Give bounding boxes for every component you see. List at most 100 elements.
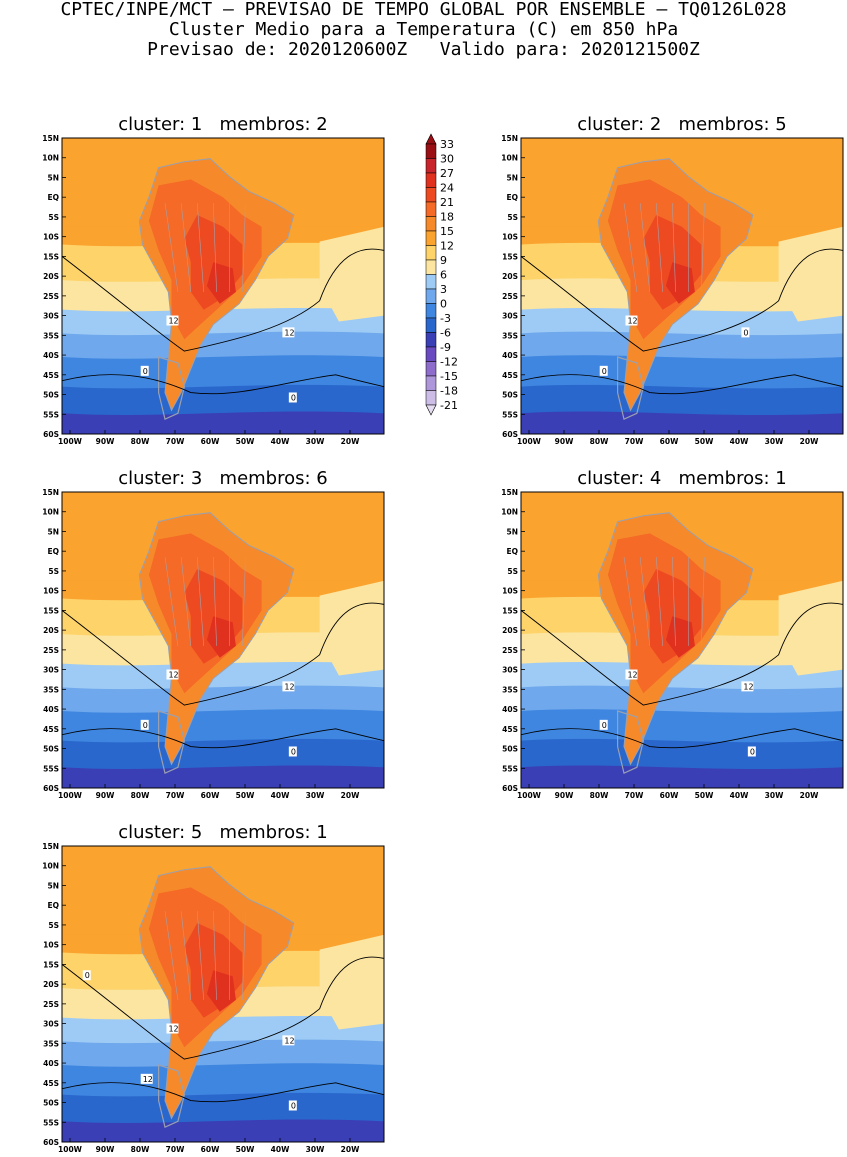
contour-label: 12 [627, 671, 637, 680]
colorbar-label: 18 [440, 211, 454, 224]
temperature-field: 12 12 12 0 0 [62, 846, 384, 1142]
colorbar-label: 15 [440, 225, 454, 238]
political-border [164, 557, 179, 646]
lat-label: 45S [43, 1079, 59, 1088]
lon-label: 100W [58, 1145, 83, 1154]
coastline [157, 1064, 186, 1129]
lat-label: 50S [502, 391, 518, 400]
coastline [138, 866, 295, 1120]
political-border [701, 203, 705, 292]
lat-label: 20S [43, 272, 59, 281]
lon-label: 90W [555, 437, 574, 446]
lat-label: EQ [48, 901, 60, 910]
lon-label: 30W [765, 791, 784, 800]
lon-label: 80W [131, 1145, 150, 1154]
lat-label: 25S [502, 646, 518, 655]
lon-label: 90W [96, 437, 115, 446]
colorbar-swatch [425, 303, 437, 319]
lat-label: 25S [43, 292, 59, 301]
lat-label: 15N [42, 134, 59, 143]
colorbar-swatch [425, 361, 437, 377]
coastline [597, 158, 754, 412]
lon-label: 60W [660, 437, 679, 446]
temperature-band [62, 411, 384, 434]
contour-label-bg [166, 669, 179, 680]
political-border [180, 203, 192, 292]
contour-label: 0 [143, 721, 148, 730]
lat-label: 50S [43, 391, 59, 400]
contour-label-bg [282, 1035, 295, 1046]
lon-label: 80W [131, 791, 150, 800]
coastline [616, 356, 645, 421]
contour-12 [62, 602, 384, 706]
lat-label: 55S [43, 1118, 59, 1127]
lon-label: 60W [201, 791, 220, 800]
header-subtitle: Cluster Medio para a Temperatura (C) em … [168, 19, 679, 40]
lat-label: 35S [43, 1039, 59, 1048]
lat-label: 15S [502, 252, 518, 261]
lon-label: 50W [236, 791, 255, 800]
colorbar-swatch [425, 187, 437, 203]
lat-label: 5S [507, 213, 518, 222]
lat-label: 20S [502, 272, 518, 281]
lat-label: 40S [43, 1059, 59, 1068]
contour-label-bg [747, 746, 756, 757]
colorbar-label: -15 [440, 370, 458, 383]
temperature-band [521, 411, 843, 434]
lat-label: 10S [43, 233, 59, 242]
contour-label-bg [625, 669, 638, 680]
lat-label: 40S [502, 705, 518, 714]
lat-label: 25S [43, 1000, 59, 1009]
panel-2-title: cluster: 2 membros: 5 [577, 114, 787, 135]
lat-label: 55S [502, 410, 518, 419]
contour-0 [62, 728, 384, 749]
lon-label: 70W [166, 1145, 185, 1154]
colorbar-label: -21 [440, 399, 458, 412]
temperature-band [62, 1119, 384, 1142]
colorbar-swatch [425, 332, 437, 348]
lat-label: 60S [43, 430, 59, 439]
contour-12 [62, 956, 384, 1060]
colorbar-swatch [425, 201, 437, 217]
contour-12 [521, 602, 843, 706]
colorbar-label: 0 [440, 298, 447, 311]
political-border [639, 557, 651, 646]
lat-label: 15S [43, 606, 59, 615]
contour-12 [521, 248, 843, 352]
contour-label-bg [140, 1073, 153, 1084]
temperature-band [778, 580, 843, 676]
colorbar-label: 12 [440, 240, 454, 253]
coastline [597, 512, 754, 766]
contour-label: 12 [627, 317, 637, 326]
lat-label: 45S [502, 371, 518, 380]
political-border [623, 557, 638, 646]
lat-label: EQ [507, 547, 519, 556]
lat-label: 60S [43, 784, 59, 793]
contour-label: 0 [143, 367, 148, 376]
political-border [639, 203, 651, 292]
lat-label: 5S [48, 567, 59, 576]
temperature-band [62, 765, 384, 788]
lat-label: 35S [502, 685, 518, 694]
lon-label: 20W [341, 437, 360, 446]
lat-label: 30S [43, 666, 59, 675]
colorbar-swatch [425, 143, 437, 159]
lat-label: 45S [502, 725, 518, 734]
lat-label: 5N [48, 527, 60, 536]
temperature-field: 12 12 0 0 [521, 492, 843, 788]
political-border [180, 557, 192, 646]
colorbar-swatch [425, 245, 437, 261]
colorbar-label: 30 [440, 153, 454, 166]
panel-3-title: cluster: 3 membros: 6 [118, 468, 328, 489]
colorbar-bottom-arrow [425, 404, 437, 416]
colorbar-label: 3 [440, 283, 447, 296]
lat-label: 10S [502, 587, 518, 596]
lat-label: 20S [43, 980, 59, 989]
lat-label: 35S [43, 685, 59, 694]
lon-label: 70W [625, 791, 644, 800]
lon-label: 30W [306, 791, 325, 800]
contour-label: 12 [743, 682, 753, 691]
lat-label: 15S [502, 606, 518, 615]
lat-label: 5N [507, 173, 519, 182]
coastline [138, 512, 295, 766]
